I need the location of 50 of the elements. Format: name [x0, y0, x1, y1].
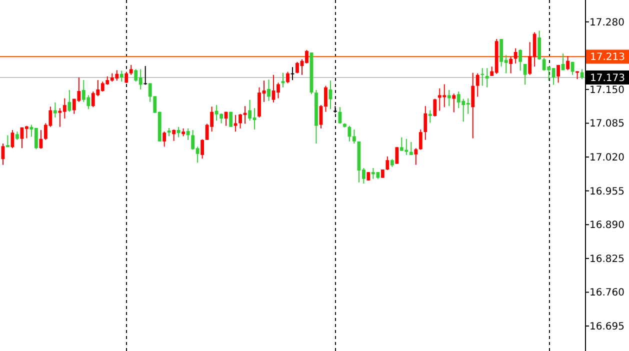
candlestick — [229, 111, 232, 128]
y-tick-label: 16.695 — [590, 322, 624, 333]
candlestick — [566, 56, 570, 71]
candlestick — [452, 93, 456, 113]
candlestick — [144, 66, 148, 86]
candlestick — [68, 89, 72, 112]
candlestick — [176, 126, 180, 138]
candlestick — [447, 89, 451, 107]
candlestick — [124, 71, 128, 84]
candlestick — [162, 131, 166, 148]
candlestick — [570, 61, 574, 76]
candlestick — [234, 114, 238, 132]
candlestick — [53, 102, 57, 118]
candlestick — [418, 128, 422, 150]
candlestick — [186, 128, 190, 140]
candlestick — [433, 98, 437, 117]
candlestick — [471, 72, 475, 139]
candlestick — [286, 71, 290, 84]
candlestick — [538, 30, 542, 60]
candlestick — [476, 72, 480, 98]
candlestick — [480, 68, 484, 86]
candlestick — [386, 156, 390, 171]
y-tick-label: 16.825 — [590, 254, 624, 265]
y-tick-label: 17.020 — [590, 152, 624, 164]
candlestick — [514, 48, 518, 64]
candlestick — [267, 79, 270, 102]
candlestick — [485, 68, 489, 88]
candlestick — [328, 80, 332, 110]
candlestick — [424, 106, 428, 140]
candlestick — [395, 146, 399, 164]
candlestick — [428, 110, 432, 124]
y-tick-label: 17.085 — [590, 118, 624, 130]
candlestick — [523, 63, 527, 86]
candlestick — [414, 148, 418, 166]
ref-line-label: 17.173 — [590, 72, 625, 84]
candlestick — [39, 130, 43, 150]
candlestick — [409, 141, 413, 156]
candlestick — [509, 56, 513, 74]
candlestick — [120, 70, 124, 82]
candlestick — [172, 128, 176, 142]
candlestick — [556, 64, 560, 84]
y-tick-label: 16.890 — [590, 220, 624, 232]
candlestick — [518, 48, 522, 72]
ref-line-label: 17.213 — [590, 52, 625, 64]
candlestick — [200, 138, 204, 160]
y-tick-label: 16.955 — [590, 186, 624, 198]
candlestick — [129, 64, 133, 76]
y-tick-label: 17.280 — [590, 17, 624, 28]
y-tick-label: 16.760 — [590, 288, 624, 299]
y-tick-label: 17.150 — [590, 84, 624, 96]
